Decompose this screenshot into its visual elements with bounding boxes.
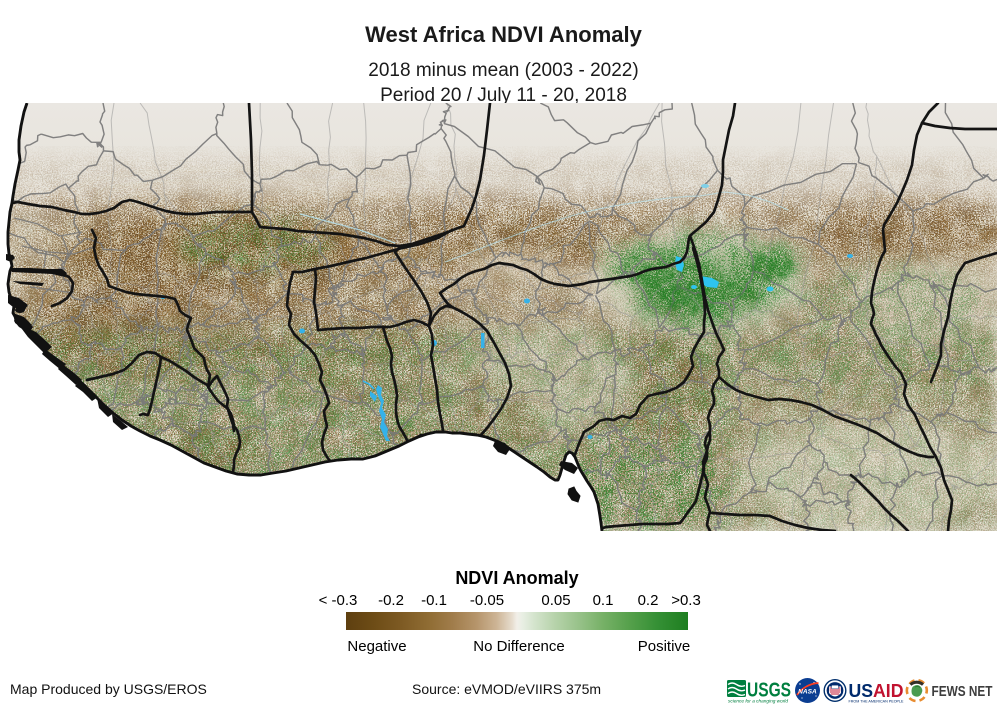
svg-text:FEWS NET: FEWS NET (932, 684, 993, 700)
svg-text:science for a changing world: science for a changing world (728, 699, 788, 704)
svg-text:USGS: USGS (747, 680, 791, 702)
svg-text:USAID: USAID (849, 681, 904, 701)
svg-text:NASA: NASA (798, 689, 817, 696)
svg-text:FROM THE AMERICAN PEOPLE: FROM THE AMERICAN PEOPLE (849, 700, 905, 704)
